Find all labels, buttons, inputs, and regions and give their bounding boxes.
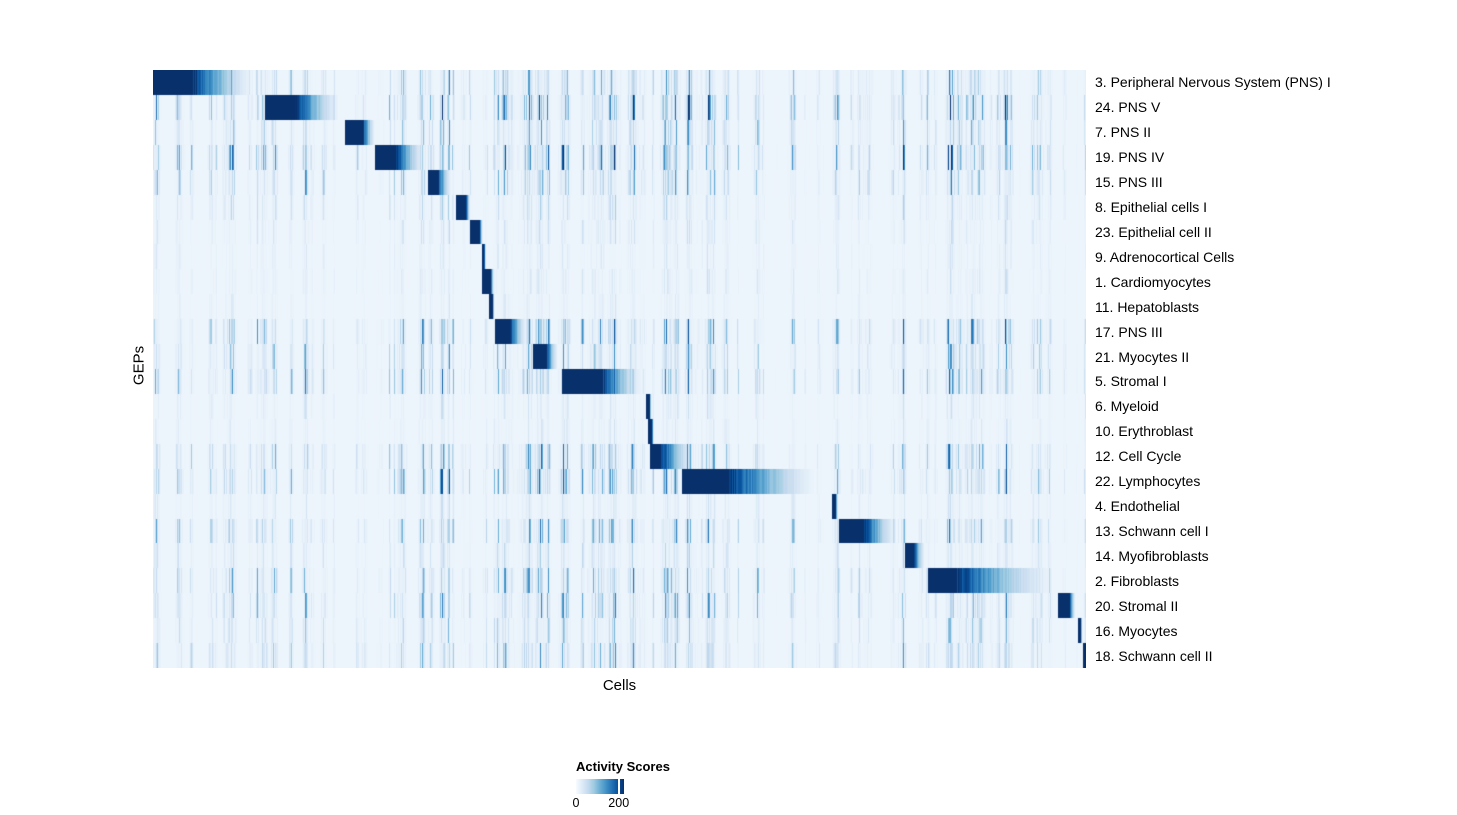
x-axis-label: Cells: [602, 677, 637, 694]
row-label: 22. Lymphocytes: [1095, 473, 1201, 490]
row-label: 20. Stromal II: [1095, 597, 1179, 614]
row-label: 18. Schwann cell II: [1095, 647, 1213, 664]
row-label: 24. PNS V: [1095, 99, 1161, 116]
row-label: 16. Myocytes: [1095, 622, 1178, 639]
heatmap-canvas: [153, 70, 1086, 668]
row-label: 17. PNS III: [1095, 323, 1163, 340]
row-label: 3. Peripheral Nervous System (PNS) I: [1095, 74, 1331, 91]
colorbar-tick-label-0: 0: [572, 796, 580, 810]
row-label: 19. PNS IV: [1095, 149, 1165, 166]
gep-row-labels: 3. Peripheral Nervous System (PNS) I 24. …: [1095, 70, 1457, 668]
row-label: 5. Stromal I: [1095, 373, 1167, 390]
row-label: 1. Cardiomyocytes: [1095, 273, 1211, 290]
row-label: 10. Erythroblast: [1095, 423, 1194, 440]
row-label: 4. Endothelial: [1095, 498, 1180, 515]
row-label: 13. Schwann cell I: [1095, 522, 1209, 539]
row-label: 9. Adrenocortical Cells: [1095, 248, 1235, 265]
legend-title: Activity Scores: [576, 759, 670, 774]
row-label: 23. Epithelial cell II: [1095, 223, 1212, 240]
row-label: 8. Epithelial cells I: [1095, 199, 1208, 216]
row-label: 7. PNS II: [1095, 124, 1152, 141]
colorbar-tick-mark: [617, 779, 620, 794]
row-label: 15. PNS III: [1095, 174, 1163, 191]
colorbar-legend: Activity Scores 0 200: [573, 759, 696, 810]
row-label: 2. Fibroblasts: [1095, 572, 1180, 589]
row-label: 14. Myofibroblasts: [1095, 547, 1209, 564]
y-axis-label: GEPs: [130, 345, 148, 386]
colorbar-gradient: [576, 779, 624, 794]
row-label: 21. Myocytes II: [1095, 348, 1190, 365]
row-label: 12. Cell Cycle: [1095, 448, 1182, 465]
row-label: 6. Myeloid: [1095, 398, 1159, 415]
row-label: 11. Hepatoblasts: [1095, 298, 1200, 315]
colorbar-tick-label-200: 200: [608, 796, 630, 810]
